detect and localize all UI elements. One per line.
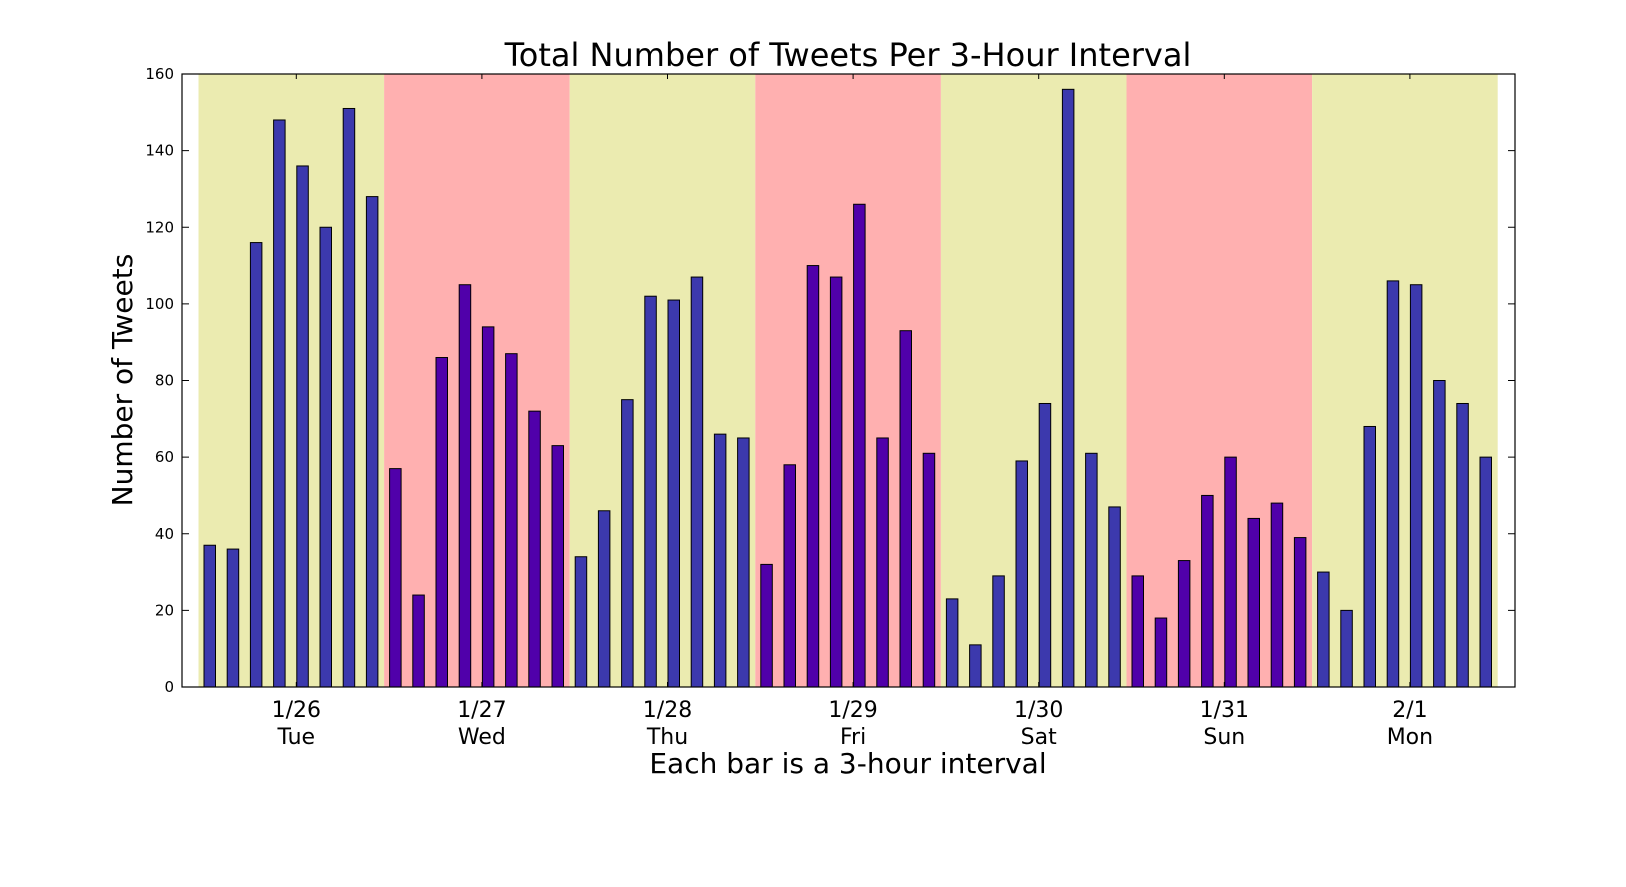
bar (1363, 425, 1376, 688)
chart-title: Total Number of Tweets Per 3-Hour Interv… (504, 36, 1192, 74)
bar (899, 330, 912, 688)
x-tick-label-date: 1/29 (828, 698, 877, 723)
bar (342, 107, 356, 688)
day-bands (198, 74, 1498, 687)
y-tick-label: 60 (155, 448, 174, 466)
y-axis-ticks: 0 20 40 60 80 100 120 140 160 (145, 65, 1515, 696)
bar (574, 556, 588, 688)
y-tick-label: 0 (164, 678, 174, 696)
bar (1317, 571, 1330, 688)
bar (1061, 88, 1075, 688)
x-axis-label: Each bar is a 3-hour interval (649, 747, 1046, 780)
bar (1015, 460, 1028, 688)
bar (458, 284, 472, 688)
bar (806, 265, 820, 688)
bar (1247, 517, 1260, 688)
bar (922, 452, 936, 688)
bar (760, 563, 773, 688)
day-band-3 (755, 74, 941, 687)
bar (1154, 617, 1168, 688)
bar (226, 548, 240, 688)
y-tick-label: 20 (155, 601, 174, 619)
x-tick-label-weekday: Thu (646, 725, 688, 750)
y-tick-label: 120 (145, 218, 174, 236)
y-tick-label: 160 (145, 65, 174, 83)
bar (1085, 452, 1098, 688)
x-tick-label-date: 1/26 (272, 698, 321, 723)
bar (203, 544, 216, 688)
x-tick-label-weekday: Mon (1387, 725, 1433, 750)
bar (969, 644, 982, 688)
bar (713, 433, 727, 688)
bar (1456, 402, 1469, 688)
bar (1224, 456, 1237, 688)
bar (1293, 537, 1307, 688)
bar (389, 468, 402, 688)
bar (1270, 502, 1284, 688)
bar (829, 276, 843, 688)
bar (296, 165, 309, 688)
bar (1177, 560, 1191, 688)
bar (273, 119, 286, 688)
bar (412, 594, 425, 688)
bar (876, 437, 889, 688)
y-tick-label: 100 (145, 295, 174, 313)
bar (1409, 284, 1423, 688)
y-tick-label: 80 (155, 372, 174, 390)
bar (597, 510, 611, 688)
day-band-4 (940, 74, 1127, 687)
x-tick-label-date: 1/27 (457, 698, 506, 723)
x-tick-label-date: 1/31 (1200, 698, 1249, 723)
day-band-5 (1126, 74, 1313, 687)
bar (737, 437, 750, 688)
bar (1131, 575, 1144, 688)
bar (551, 445, 564, 688)
x-tick-label-weekday: Fri (840, 725, 866, 750)
bar (319, 226, 332, 688)
day-band-1 (384, 74, 570, 687)
bar (1386, 280, 1400, 688)
bars (203, 88, 1492, 688)
bar (945, 598, 959, 688)
day-band-6 (1312, 74, 1498, 687)
day-band-2 (569, 74, 756, 687)
x-tick-label-date: 2/1 (1392, 698, 1427, 723)
bar (667, 299, 680, 688)
bar (505, 353, 518, 688)
bar (1108, 506, 1121, 688)
bar (365, 196, 379, 688)
bar (481, 326, 495, 688)
y-axis-label: Number of Tweets (106, 254, 139, 507)
x-tick-label-weekday: Sun (1203, 725, 1245, 750)
bar (435, 357, 448, 688)
bar (249, 242, 263, 688)
bar (992, 575, 1005, 688)
x-tick-label-weekday: Wed (458, 725, 506, 750)
bar (1038, 402, 1052, 688)
bar (528, 410, 541, 688)
x-tick-label-weekday: Tue (277, 725, 316, 750)
x-tick-label-date: 1/28 (643, 698, 692, 723)
bar (690, 276, 704, 688)
bar (644, 295, 657, 688)
bar (1433, 380, 1446, 688)
bar (1201, 494, 1214, 688)
bar (621, 399, 634, 688)
x-tick-label-weekday: Sat (1021, 725, 1057, 750)
y-tick-label: 40 (155, 525, 174, 543)
y-tick-label: 140 (145, 142, 174, 160)
x-tick-label-date: 1/30 (1014, 698, 1063, 723)
bar (1340, 609, 1353, 688)
day-band-0 (198, 74, 385, 687)
bar (853, 203, 866, 688)
bar (1479, 456, 1492, 688)
bar (783, 464, 796, 688)
